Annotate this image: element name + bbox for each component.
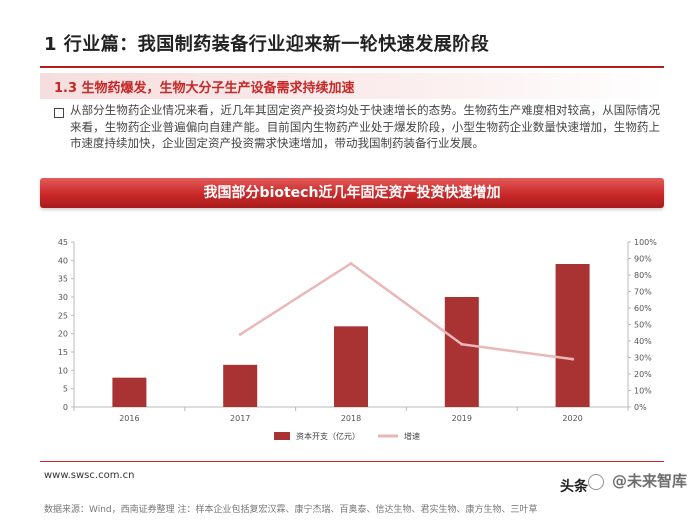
watermark-logo-icon	[588, 474, 604, 490]
y-right-tick-label: 20%	[634, 370, 652, 379]
watermark-text: 头条	[556, 476, 592, 496]
section-heading: 1.3 生物药爆发，生物大分子生产设备需求持续加速	[54, 81, 355, 96]
source-note: 数据来源：Wind，西南证券整理 注：样本企业包括复宏汉霖、康宁杰瑞、百奥泰、信…	[44, 505, 538, 515]
growth-point	[238, 332, 242, 336]
y-left-tick-label: 15	[58, 348, 68, 357]
footer-url[interactable]: www.swsc.com.cn	[44, 470, 135, 481]
bar	[334, 326, 368, 407]
y-left-tick-label: 40	[58, 256, 68, 265]
y-left-tick-label: 35	[58, 275, 68, 284]
y-right-tick-label: 10%	[634, 387, 652, 396]
y-right-tick-label: 30%	[634, 354, 652, 363]
y-right-tick-label: 40%	[634, 337, 652, 346]
growth-point	[571, 357, 575, 361]
x-tick-label: 2020	[562, 414, 582, 423]
x-tick-label: 2018	[341, 414, 361, 423]
y-left-tick-label: 45	[58, 238, 68, 247]
section-bar: 1.3 生物药爆发，生物大分子生产设备需求持续加速	[40, 73, 664, 99]
bar	[223, 364, 258, 407]
chart-banner: 我国部分biotech近几年固定资产投资快速增加	[40, 178, 664, 208]
x-tick-label: 2019	[452, 414, 472, 423]
growth-line	[239, 262, 573, 361]
watermark-brand: @未来智库	[612, 472, 688, 490]
growth-point	[460, 342, 464, 346]
legend-label-bar: 资本开支（亿元）	[296, 431, 360, 441]
y-right-tick-label: 80%	[634, 271, 652, 280]
bullet-square-icon	[54, 108, 64, 118]
legend-label-line: 增速	[404, 431, 420, 441]
body-paragraph: 从部分生物药企业情况来看，近几年其固定资产投资均处于快速增长的态势。生物药生产难…	[70, 103, 660, 150]
x-tick-label: 2017	[230, 414, 250, 423]
y-right-tick-label: 100%	[634, 238, 657, 247]
y-right-tick-label: 60%	[634, 304, 652, 313]
legend-swatch-bar	[274, 432, 290, 440]
x-tick-label: 2016	[119, 414, 139, 423]
title-rule	[40, 66, 664, 68]
y-right-tick-label: 0%	[634, 403, 647, 412]
y-right-tick-label: 90%	[634, 255, 652, 264]
capex-chart: 0 5 10 15 20 25 30 35 40 45 0% 10% 20% 30% 40% 50% 60% 70…	[58, 238, 657, 441]
growth-point	[349, 261, 353, 265]
y-left-tick-label: 30	[58, 293, 68, 302]
y-left-tick-label: 5	[63, 385, 68, 394]
y-left-tick-label: 20	[58, 330, 68, 339]
footer-rule	[40, 461, 664, 462]
y-left-tick-label: 25	[58, 311, 68, 320]
y-right-tick-label: 50%	[634, 321, 652, 330]
bar	[444, 297, 479, 407]
page-title: 1 行业篇：我国制药装备行业迎来新一轮快速发展阶段	[44, 34, 490, 55]
chart-banner-text: 我国部分biotech近几年固定资产投资快速增加	[203, 185, 501, 201]
bar	[555, 264, 590, 407]
y-right-tick-label: 70%	[634, 288, 652, 297]
y-left-tick-label: 10	[58, 366, 68, 375]
y-left-tick-label: 0	[63, 403, 68, 412]
bar	[112, 377, 147, 407]
